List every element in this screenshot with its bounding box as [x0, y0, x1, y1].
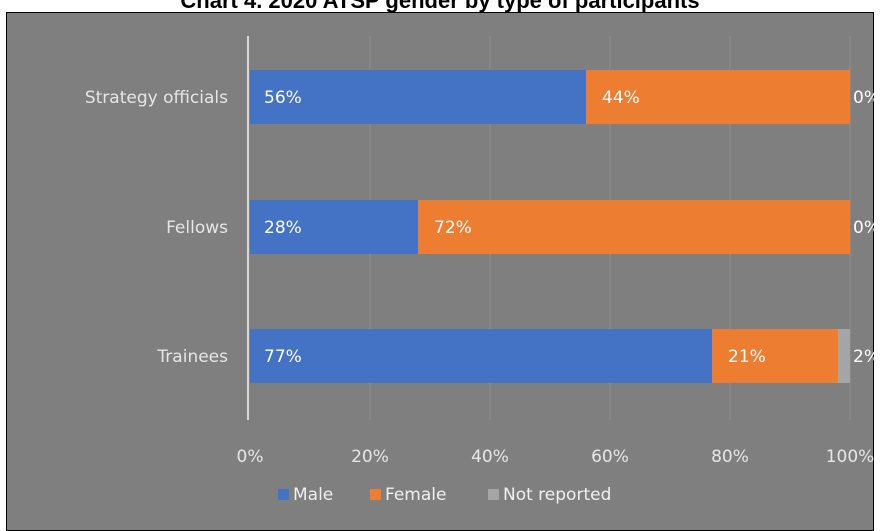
legend-swatch-male — [278, 489, 289, 500]
x-tick-label: 60% — [591, 447, 629, 467]
bars: 56% 44% 0% 28% 72% 0% 77% 21% 2% — [250, 70, 880, 383]
data-label: 44% — [602, 88, 640, 108]
x-tick-label: 40% — [471, 447, 509, 467]
legend-label: Male — [293, 485, 333, 505]
data-label: 2% — [853, 347, 880, 367]
legend-label: Female — [385, 485, 446, 505]
bar-segment-male — [250, 200, 418, 254]
bar-segment-female — [712, 329, 838, 383]
x-tick-label: 20% — [351, 447, 389, 467]
tick-labels: 0% 20% 40% 60% 80% 100% — [237, 447, 875, 467]
bar-segment-female — [418, 200, 850, 254]
category-label: Trainees — [156, 347, 228, 367]
chart-title: Chart 4. 2020 ATSP gender by type of par… — [180, 0, 700, 13]
data-label: 72% — [434, 218, 472, 238]
category-label: Fellows — [166, 218, 228, 238]
category-label: Strategy officials — [85, 88, 228, 108]
data-label: 0% — [853, 88, 880, 108]
legend-label: Not reported — [503, 485, 611, 505]
legend-swatch-female — [370, 489, 381, 500]
bar-segment-not-reported — [838, 329, 850, 383]
bar-segment-male — [250, 329, 712, 383]
bar-segment-female — [586, 70, 850, 124]
x-tick-label: 100% — [826, 447, 875, 467]
x-tick-label: 0% — [237, 447, 264, 467]
data-label: 77% — [264, 347, 302, 367]
legend-swatch-not-reported — [488, 489, 499, 500]
data-label: 21% — [728, 347, 766, 367]
data-label: 56% — [264, 88, 302, 108]
x-tick-label: 80% — [711, 447, 749, 467]
category-labels: Strategy officials Fellows Trainees — [85, 88, 228, 367]
data-label: 0% — [853, 218, 880, 238]
legend: Male Female Not reported — [278, 485, 611, 505]
data-label: 28% — [264, 218, 302, 238]
bar-segment-male — [250, 70, 586, 124]
